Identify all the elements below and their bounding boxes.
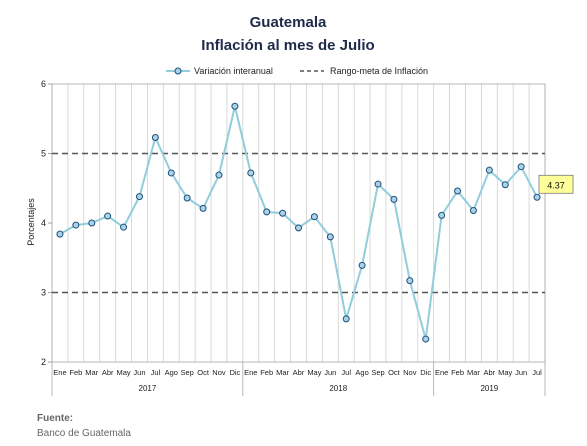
data-point <box>120 223 128 231</box>
data-point <box>104 212 112 220</box>
data-point <box>517 163 525 171</box>
data-point <box>438 211 446 219</box>
x-tick-label: Mar <box>467 368 480 377</box>
y-tick-label: 4 <box>41 218 46 228</box>
x-tick-label: Jul <box>532 368 542 377</box>
x-tick-label: Dic <box>229 368 240 377</box>
x-tick-label: Dic <box>420 368 431 377</box>
data-point <box>295 224 302 232</box>
x-tick-label: Feb <box>451 368 464 377</box>
data-point <box>72 221 80 229</box>
x-tick-label: Mar <box>276 368 289 377</box>
legend-target-label: Rango-meta de Inflación <box>330 66 428 76</box>
data-point <box>167 169 175 177</box>
data-point <box>501 181 509 189</box>
y-axis-label: Porcentajes <box>26 198 36 246</box>
chart-subtitle: Inflación al mes de Julio <box>201 37 374 54</box>
data-point <box>358 261 366 269</box>
x-tick-label: Oct <box>388 368 401 377</box>
x-tick-label: Ago <box>355 368 368 377</box>
data-point <box>374 180 382 188</box>
x-tick-label: May <box>498 368 512 377</box>
x-tick-label: Feb <box>260 368 273 377</box>
data-point <box>533 193 541 201</box>
y-tick-label: 5 <box>41 149 46 159</box>
data-point <box>279 209 287 217</box>
data-point <box>231 102 239 110</box>
data-point <box>199 204 207 212</box>
x-tick-label: Ago <box>165 368 178 377</box>
year-label: 2019 <box>480 384 498 393</box>
y-tick-label: 3 <box>41 288 46 298</box>
legend-series-marker <box>174 67 182 75</box>
data-point <box>406 277 414 285</box>
x-tick-label: Abr <box>293 368 305 377</box>
data-point <box>135 193 143 201</box>
data-point <box>247 169 255 177</box>
callout-box <box>538 174 574 194</box>
x-tick-label: Oct <box>197 368 210 377</box>
data-point <box>342 315 350 323</box>
data-point <box>469 206 477 214</box>
year-label: 2017 <box>139 384 157 393</box>
data-point <box>151 134 159 142</box>
y-tick-label: 6 <box>41 79 46 89</box>
x-tick-label: Jun <box>515 368 527 377</box>
source-text: Banco de Guatemala <box>37 428 131 439</box>
x-tick-label: Nov <box>403 368 417 377</box>
x-tick-label: Jul <box>341 368 351 377</box>
data-point <box>56 230 64 238</box>
x-tick-label: Ene <box>244 368 257 377</box>
x-tick-label: Abr <box>484 368 496 377</box>
data-point <box>88 219 96 227</box>
x-tick-label: Jun <box>133 368 145 377</box>
source-heading: Fuente: <box>37 413 74 424</box>
callout-label: 4.37 <box>547 180 565 190</box>
data-point <box>263 208 271 216</box>
data-point <box>454 187 462 195</box>
legend-series-label: Variación interanual <box>194 66 273 76</box>
data-point <box>183 194 191 202</box>
x-tick-label: Ene <box>53 368 66 377</box>
data-point <box>326 233 334 241</box>
x-tick-label: Sep <box>371 368 384 377</box>
x-tick-label: Jul <box>151 368 161 377</box>
x-tick-label: Nov <box>212 368 226 377</box>
x-tick-label: Feb <box>69 368 82 377</box>
data-point <box>310 213 318 221</box>
x-tick-label: Jun <box>324 368 336 377</box>
data-point <box>215 171 223 179</box>
data-point <box>390 195 398 203</box>
x-tick-label: Ene <box>435 368 448 377</box>
x-tick-label: Sep <box>180 368 193 377</box>
x-tick-label: May <box>307 368 321 377</box>
x-tick-label: Mar <box>85 368 98 377</box>
chart-title: Guatemala <box>250 14 327 31</box>
year-label: 2018 <box>329 384 347 393</box>
data-point <box>485 166 493 174</box>
y-tick-label: 2 <box>41 357 46 367</box>
x-tick-label: May <box>116 368 130 377</box>
data-point <box>422 335 430 343</box>
x-tick-label: Abr <box>102 368 114 377</box>
legend: Variación interanual Rango-meta de Infla… <box>166 66 428 76</box>
